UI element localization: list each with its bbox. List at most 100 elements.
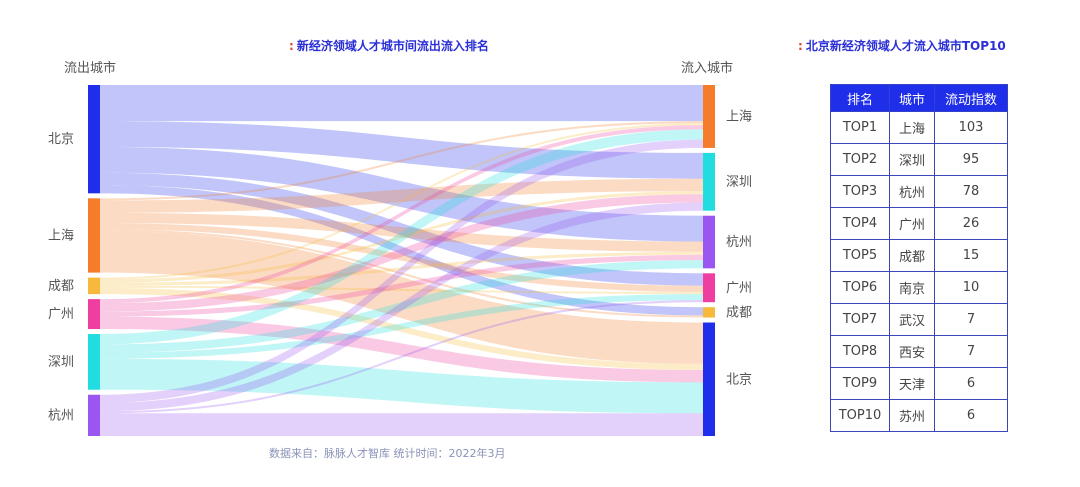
table-title-text: 北京新经济领域人才流入城市TOP10 (805, 39, 1006, 53)
target-node (703, 273, 715, 303)
flow-link (100, 178, 703, 213)
right-axis-label: 流入城市 (681, 60, 733, 76)
flow-link (100, 358, 703, 414)
flow-link (100, 129, 703, 345)
rank-cell: TOP5 (830, 239, 890, 272)
flow-link (100, 293, 703, 359)
rank-cell: TOP4 (830, 207, 890, 240)
source-label: 深圳 (48, 355, 74, 370)
ranking-table-body: TOP1 上海 103 TOP2 深圳 95 TOP3 杭州 78 TOP4 广州 26 TOP5 成都 1… (830, 111, 1008, 432)
source-node (88, 198, 100, 273)
flow-link (100, 285, 703, 294)
source-node (88, 277, 100, 295)
flow-link (100, 212, 703, 252)
rank-cell: TOP10 (830, 399, 890, 432)
flow-link (100, 231, 703, 364)
index-cell: 6 (934, 399, 1008, 432)
table-title: : 北京新经济领域人才流入城市TOP10 (798, 37, 1006, 54)
flow-link (100, 191, 703, 283)
flow-link (100, 172, 703, 286)
source-note: 数据来自：脉脉人才智库 统计时间：2022年3月 (269, 447, 506, 460)
city-cell: 上海 (889, 111, 935, 144)
ranking-table: 排名 城市 流动指数 TOP1 上海 103 TOP2 深圳 95 TOP3 杭州 78 TOP4… (830, 84, 1008, 432)
header-rank: 排名 (830, 84, 890, 112)
target-node (703, 152, 715, 211)
table-row: TOP5 成都 15 (830, 239, 1008, 272)
city-cell: 南京 (889, 271, 935, 304)
header-index: 流动指数 (934, 84, 1008, 112)
table-row: TOP3 杭州 78 (830, 175, 1008, 208)
table-row: TOP10 苏州 6 (830, 399, 1008, 432)
target-label: 广州 (726, 281, 752, 296)
city-cell: 杭州 (889, 175, 935, 208)
flow-link (100, 300, 703, 414)
title-marker: : (798, 39, 803, 53)
target-label: 成都 (726, 305, 752, 320)
ranking-header-row: 排名 城市 流动指数 (830, 84, 1008, 112)
sankey-title-text: 新经济领域人才城市间流出流入排名 (296, 39, 489, 53)
title-marker: : (289, 39, 294, 53)
rank-cell: TOP1 (830, 111, 890, 144)
ranking-table-head: 排名 城市 流动指数 (830, 84, 1008, 112)
source-label: 杭州 (48, 408, 74, 423)
target-node (703, 215, 715, 269)
left-axis-label: 流出城市 (64, 60, 116, 76)
city-cell: 深圳 (889, 143, 935, 176)
flow-link (100, 202, 703, 412)
table-row: TOP6 南京 10 (830, 271, 1008, 304)
rank-cell: TOP2 (830, 143, 890, 176)
flow-link (100, 229, 703, 318)
city-cell: 武汉 (889, 303, 935, 336)
target-label: 深圳 (726, 175, 752, 190)
target-node (703, 307, 715, 318)
sankey-links (100, 85, 703, 436)
city-cell: 西安 (889, 335, 935, 368)
source-label: 广州 (48, 307, 74, 322)
table-row: TOP9 天津 6 (830, 367, 1008, 400)
source-node (88, 299, 100, 330)
flow-link (100, 316, 703, 383)
header-city: 城市 (889, 84, 935, 112)
flow-link (100, 121, 703, 179)
flow-link (100, 254, 703, 317)
source-node (88, 85, 100, 194)
flow-link (100, 125, 703, 304)
table-row: TOP4 广州 26 (830, 207, 1008, 240)
flow-link (100, 139, 703, 403)
source-label: 上海 (48, 228, 74, 243)
target-node (703, 322, 715, 436)
index-cell: 10 (934, 271, 1008, 304)
rank-cell: TOP7 (830, 303, 890, 336)
city-cell: 成都 (889, 239, 935, 272)
flow-link (100, 123, 703, 280)
source-node (88, 334, 100, 390)
flow-link (100, 223, 703, 292)
flow-link (100, 146, 703, 242)
index-cell: 7 (934, 335, 1008, 368)
table-row: TOP1 上海 103 (830, 111, 1008, 144)
index-cell: 95 (934, 143, 1008, 176)
rank-cell: TOP8 (830, 335, 890, 368)
rank-cell: TOP6 (830, 271, 890, 304)
table-row: TOP2 深圳 95 (830, 143, 1008, 176)
source-label: 北京 (48, 132, 74, 147)
flow-link (100, 260, 703, 353)
flow-link (100, 251, 703, 286)
flow-link (100, 287, 703, 370)
source-label: 成都 (48, 279, 74, 294)
target-label: 北京 (726, 372, 752, 387)
flow-link (100, 85, 703, 122)
flow-link (100, 121, 703, 201)
rank-cell: TOP3 (830, 175, 890, 208)
index-cell: 103 (934, 111, 1008, 144)
index-cell: 6 (934, 367, 1008, 400)
flow-link (100, 413, 703, 436)
target-node (703, 85, 715, 148)
flow-link (100, 194, 703, 312)
index-cell: 78 (934, 175, 1008, 208)
rank-cell: TOP9 (830, 367, 890, 400)
index-cell: 26 (934, 207, 1008, 240)
city-cell: 广州 (889, 207, 935, 240)
